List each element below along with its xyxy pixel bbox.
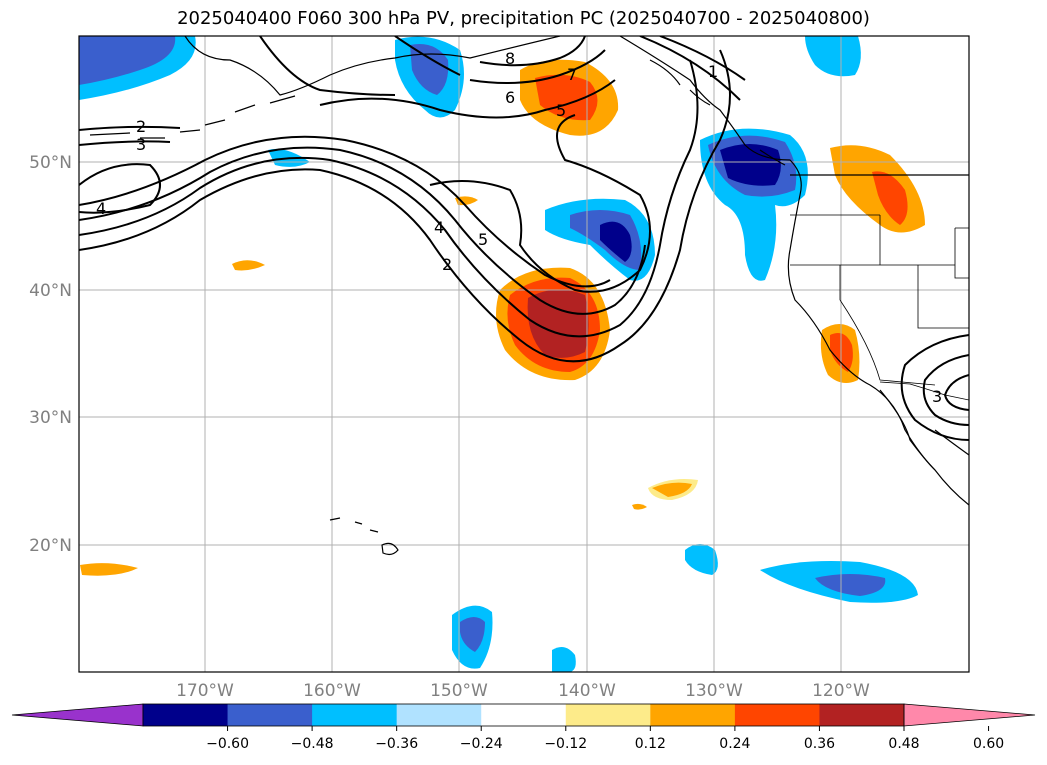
contour-label: 4 <box>96 199 106 218</box>
contour-label: 1 <box>708 62 718 81</box>
colorbar-segment <box>481 704 567 726</box>
coast-baja <box>879 389 969 471</box>
contour-label: 4 <box>434 218 444 237</box>
pv-contour-north-3 <box>479 36 586 67</box>
contour-labels: 8 7 6 5 2 3 4 4 5 2 1 3 <box>96 49 942 406</box>
pv-contour-sw-closed <box>900 334 969 441</box>
coast-alaska <box>184 36 561 96</box>
pv-contour-main-4 <box>79 135 611 288</box>
pv-contour-main-1 <box>79 49 731 363</box>
graticule <box>79 36 969 672</box>
precip-blob-ne <box>805 36 861 77</box>
colorbar-tick-label: −0.12 <box>544 736 587 752</box>
border-states <box>790 214 969 386</box>
lon-label-160w: 160°W <box>303 681 361 701</box>
contour-label: 7 <box>567 65 577 84</box>
pv-contour-north-4 <box>259 36 461 96</box>
colorbar-tick-label: 0.36 <box>804 736 835 752</box>
pv-contour-3-west <box>79 140 171 146</box>
pv-contour-sw-closed-3 <box>943 374 969 411</box>
colorbar-segment <box>227 704 313 726</box>
precip-blob-nw-core <box>79 36 176 85</box>
colorbar-extend-high <box>903 703 1036 727</box>
colorbar-segment <box>565 704 651 726</box>
colorbar-segment <box>312 704 398 726</box>
lon-label-140w: 140°W <box>558 681 616 701</box>
pv-contour-central-lobe <box>429 114 651 293</box>
precip-blob-trop-1 <box>685 544 718 575</box>
pv-contour-sw-closed-2 <box>922 354 969 426</box>
contour-label: 8 <box>505 49 515 68</box>
pv-contour-2-west <box>79 125 181 131</box>
colorbar-segment <box>396 704 482 726</box>
lon-label-150w: 150°W <box>430 681 488 701</box>
longitude-labels: 170°W 160°W 150°W 140°W 130°W 120°W <box>176 681 870 701</box>
colorbar-extend-low <box>11 703 144 727</box>
pv-contours <box>79 36 969 441</box>
pv-contour-main-2 <box>79 59 699 338</box>
contour-label: 5 <box>478 230 488 249</box>
precip-blob-goa-core <box>410 44 449 95</box>
colorbar-segment <box>734 704 820 726</box>
colorbar-tick-label: 0.60 <box>973 736 1004 752</box>
coastlines <box>89 36 969 556</box>
colorbar-tick-label: 0.48 <box>888 736 919 752</box>
precip-blob-small-2 <box>455 196 478 206</box>
colorbar-tick-label: −0.48 <box>291 736 334 752</box>
colorbar-segment <box>819 704 905 726</box>
colorbar: −0.60 −0.48 −0.36 −0.24 −0.12 0.12 0.24 0.36 0.4… <box>11 703 1036 752</box>
coast-islands-bc <box>649 59 786 166</box>
precip-blob-central-red-core <box>527 289 589 358</box>
precip-blob-trop-4 <box>552 646 576 672</box>
colorbar-tick-label: 0.24 <box>719 736 750 752</box>
pv-contour-north-2 <box>469 49 606 85</box>
contour-label: 6 <box>505 88 515 107</box>
pv-contour-west-closed <box>79 163 161 214</box>
contour-label: 2 <box>136 117 146 136</box>
colorbar-segment <box>143 704 229 726</box>
precip-blob-small-3 <box>232 260 265 271</box>
lat-label-20n: 20°N <box>29 536 72 556</box>
precip-blob-trop-2-core <box>815 574 886 596</box>
lat-label-30n: 30°N <box>29 408 72 428</box>
pv-contour-ne-1 <box>639 36 741 101</box>
map-frame <box>78 35 970 673</box>
map-title: 2025040400 F060 300 hPa PV, precipitatio… <box>177 8 870 29</box>
lon-label-130w: 130°W <box>685 681 743 701</box>
pv-contour-ne-2 <box>659 36 746 81</box>
precip-blob-subtrop-core <box>652 482 692 497</box>
coast-hawaii <box>329 517 399 556</box>
colorbar-tick-label: −0.60 <box>206 736 249 752</box>
colorbar-tick-label: −0.36 <box>375 736 418 752</box>
colorbar-frame <box>142 703 905 727</box>
colorbar-tick-label: −0.24 <box>460 736 503 752</box>
precip-blob-central-blue-core <box>600 221 632 262</box>
precip-blob-trop-3-core <box>460 617 485 652</box>
contour-label: 2 <box>442 255 452 274</box>
pv-contour-main-3 <box>79 146 646 315</box>
contour-label: 3 <box>932 387 942 406</box>
pv-contour-north-1 <box>319 79 616 119</box>
lon-label-170w: 170°W <box>176 681 234 701</box>
coast-aleutians <box>89 95 296 139</box>
lat-label-40n: 40°N <box>29 281 72 301</box>
contour-label: 3 <box>136 135 146 154</box>
contour-label: 5 <box>556 101 566 120</box>
precip-blob-inland-core <box>872 171 908 225</box>
colorbar-segment <box>650 704 736 726</box>
latitude-labels: 50°N 40°N 30°N 20°N <box>29 153 72 556</box>
plot-area: 8 7 6 5 2 3 4 4 5 2 1 3 <box>79 36 969 672</box>
lat-label-50n: 50°N <box>29 153 72 173</box>
precip-blob-small-4 <box>80 563 138 576</box>
coast-pnw <box>619 36 969 506</box>
lon-label-120w: 120°W <box>812 681 870 701</box>
precip-blob-small-5 <box>632 503 647 510</box>
colorbar-tick-label: 0.12 <box>635 736 666 752</box>
